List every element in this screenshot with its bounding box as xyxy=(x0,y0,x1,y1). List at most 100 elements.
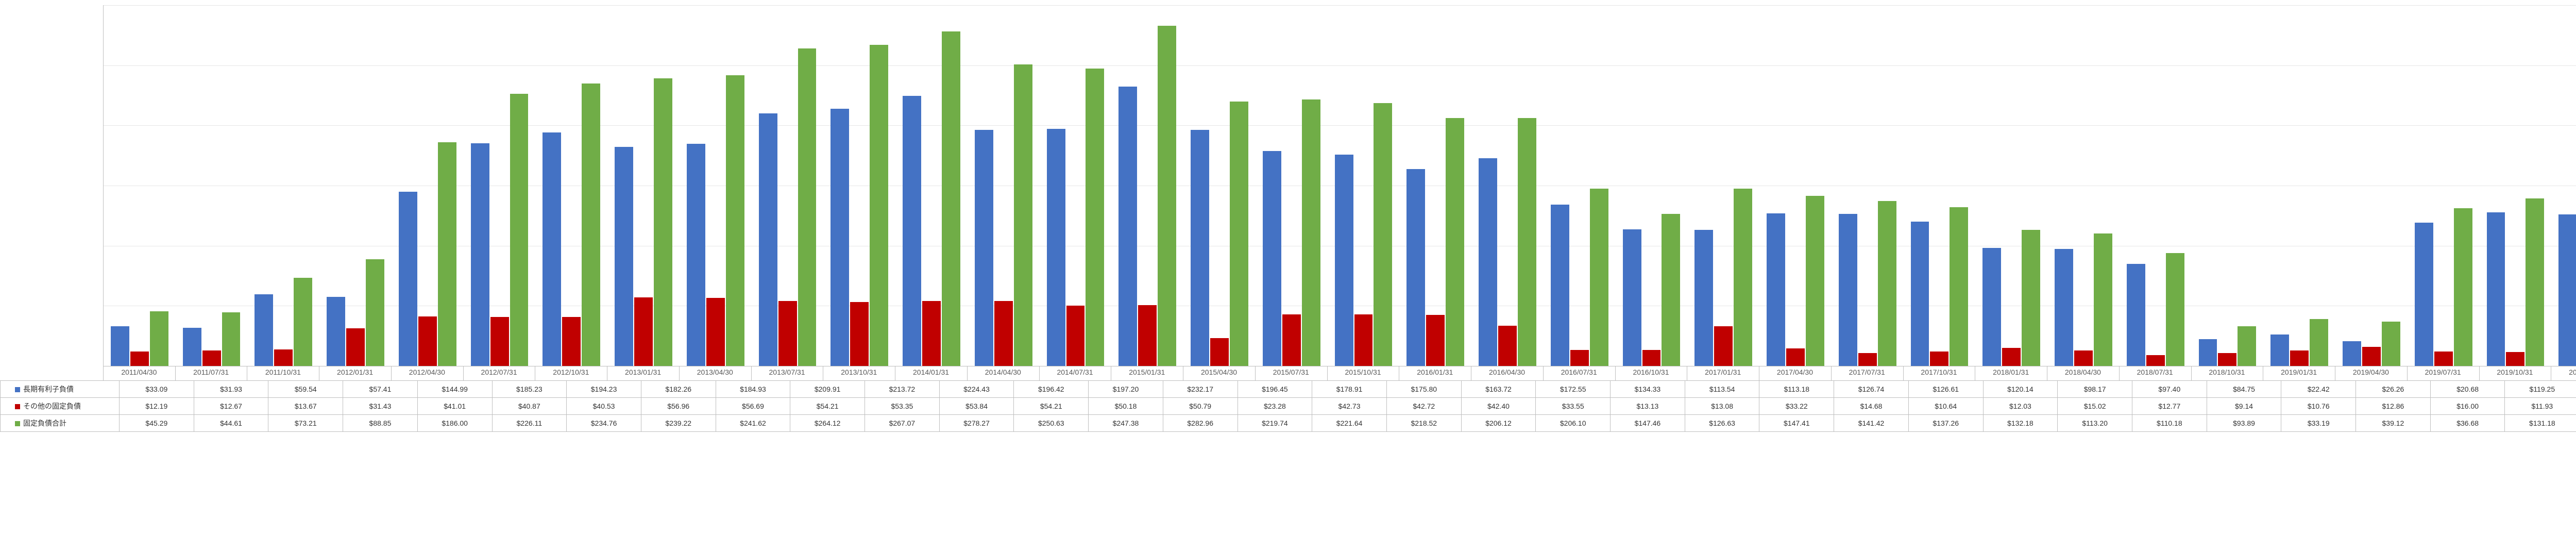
x-category-label: 2014/04/30 xyxy=(967,368,1039,376)
bar xyxy=(1518,118,1536,366)
bar xyxy=(2146,355,2165,366)
bar-group xyxy=(823,5,895,366)
bar xyxy=(759,113,777,366)
x-category-label: 2013/10/31 xyxy=(823,368,895,376)
table-cell: $137.26 xyxy=(1908,415,1983,432)
x-category-label: 2017/04/30 xyxy=(1759,368,1831,376)
table-cell: $84.75 xyxy=(2207,381,2281,398)
bar xyxy=(1839,214,1857,366)
x-category-label: 2013/04/30 xyxy=(679,368,751,376)
table-row: 長期有利子負債$33.09$31.93$59.54$57.41$144.99$1… xyxy=(1,381,2576,398)
bar-group xyxy=(2551,5,2576,366)
row-header: 長期有利子負債 xyxy=(1,381,120,398)
bar xyxy=(510,94,529,366)
bar xyxy=(1210,338,1229,366)
x-category-label: 2016/10/31 xyxy=(1615,368,1687,376)
bar-group xyxy=(392,5,464,366)
bar xyxy=(975,130,993,366)
bar-group xyxy=(1040,5,1112,366)
x-category-label: 2017/07/31 xyxy=(1831,368,1903,376)
bar-group xyxy=(680,5,752,366)
table-cell: $141.42 xyxy=(1834,415,1909,432)
bar xyxy=(1950,207,1968,366)
table-cell: $134.33 xyxy=(1611,381,1685,398)
bar-group xyxy=(1759,5,1832,366)
bar xyxy=(1734,189,1752,366)
x-category-label: 2013/01/31 xyxy=(607,368,679,376)
chart-wrapper: 2011/04/302011/07/312011/10/312012/01/31… xyxy=(0,0,2576,552)
bar xyxy=(1767,213,1785,366)
table-cell: $59.54 xyxy=(268,381,343,398)
bar xyxy=(778,301,797,366)
bar xyxy=(1858,353,1877,366)
bar xyxy=(2238,326,2256,366)
table-cell: $36.68 xyxy=(2430,415,2505,432)
bar xyxy=(1446,118,1464,366)
table-cell: $33.55 xyxy=(1536,398,1611,415)
x-category-label: 2012/10/31 xyxy=(535,368,607,376)
table-cell: $33.09 xyxy=(119,381,194,398)
bar-group xyxy=(319,5,392,366)
bar-group xyxy=(1328,5,1400,366)
bar xyxy=(942,31,960,366)
bar-group xyxy=(104,5,176,366)
table-cell: $10.76 xyxy=(2281,398,2356,415)
table-cell: $209.91 xyxy=(790,381,865,398)
bar-group xyxy=(176,5,248,366)
table-cell: $13.67 xyxy=(268,398,343,415)
table-cell: $113.20 xyxy=(2058,415,2132,432)
bar xyxy=(903,96,921,366)
bar xyxy=(1282,314,1301,366)
x-category-label: 2019/07/31 xyxy=(2407,368,2479,376)
bar xyxy=(1714,326,1733,366)
table-cell: $267.07 xyxy=(865,415,940,432)
x-category-label: 2016/04/30 xyxy=(1471,368,1543,376)
table-cell: $213.72 xyxy=(865,381,940,398)
row-header: その他の固定負債 xyxy=(1,398,120,415)
bar xyxy=(418,316,437,366)
table-cell: $250.63 xyxy=(1014,415,1089,432)
table-cell: $14.68 xyxy=(1834,398,1909,415)
bar xyxy=(1047,129,1065,366)
bar-group xyxy=(2047,5,2120,366)
bar xyxy=(2454,208,2472,366)
bar xyxy=(2310,319,2328,366)
table-cell: $113.18 xyxy=(1759,381,1834,398)
table-cell: $186.00 xyxy=(417,415,492,432)
bar xyxy=(202,350,221,366)
bar-group xyxy=(1183,5,1256,366)
table-cell: $88.85 xyxy=(343,415,418,432)
table-cell: $41.01 xyxy=(417,398,492,415)
table-cell: $172.55 xyxy=(1536,381,1611,398)
bar xyxy=(654,78,672,366)
table-cell: $9.14 xyxy=(2207,398,2281,415)
table-cell: $13.08 xyxy=(1685,398,1759,415)
table-cell: $15.02 xyxy=(2058,398,2132,415)
bar xyxy=(2343,341,2361,366)
bar xyxy=(2218,353,2236,366)
x-category-label: 2015/04/30 xyxy=(1183,368,1255,376)
bar xyxy=(726,75,744,366)
chart-plot-area xyxy=(103,5,2576,366)
bar xyxy=(1662,214,1680,366)
x-category-label: 2014/01/31 xyxy=(895,368,967,376)
bar xyxy=(1263,151,1281,366)
table-cell: $184.93 xyxy=(716,381,790,398)
table-cell: $239.22 xyxy=(641,415,716,432)
x-category-label: 2019/04/30 xyxy=(2335,368,2407,376)
bar xyxy=(2199,339,2217,366)
table-cell: $185.23 xyxy=(492,381,567,398)
bar xyxy=(1911,222,1929,366)
table-cell: $42.72 xyxy=(1386,398,1461,415)
bar xyxy=(1086,69,1104,366)
table-cell: $147.46 xyxy=(1611,415,1685,432)
bar xyxy=(1230,102,1248,366)
table-cell: $42.73 xyxy=(1312,398,1387,415)
bar xyxy=(1014,64,1032,366)
table-cell: $264.12 xyxy=(790,415,865,432)
bar xyxy=(2166,253,2184,366)
bar xyxy=(1786,348,1805,366)
bar xyxy=(2487,212,2505,366)
bar-group xyxy=(535,5,607,366)
table-cell: $33.19 xyxy=(2281,415,2356,432)
